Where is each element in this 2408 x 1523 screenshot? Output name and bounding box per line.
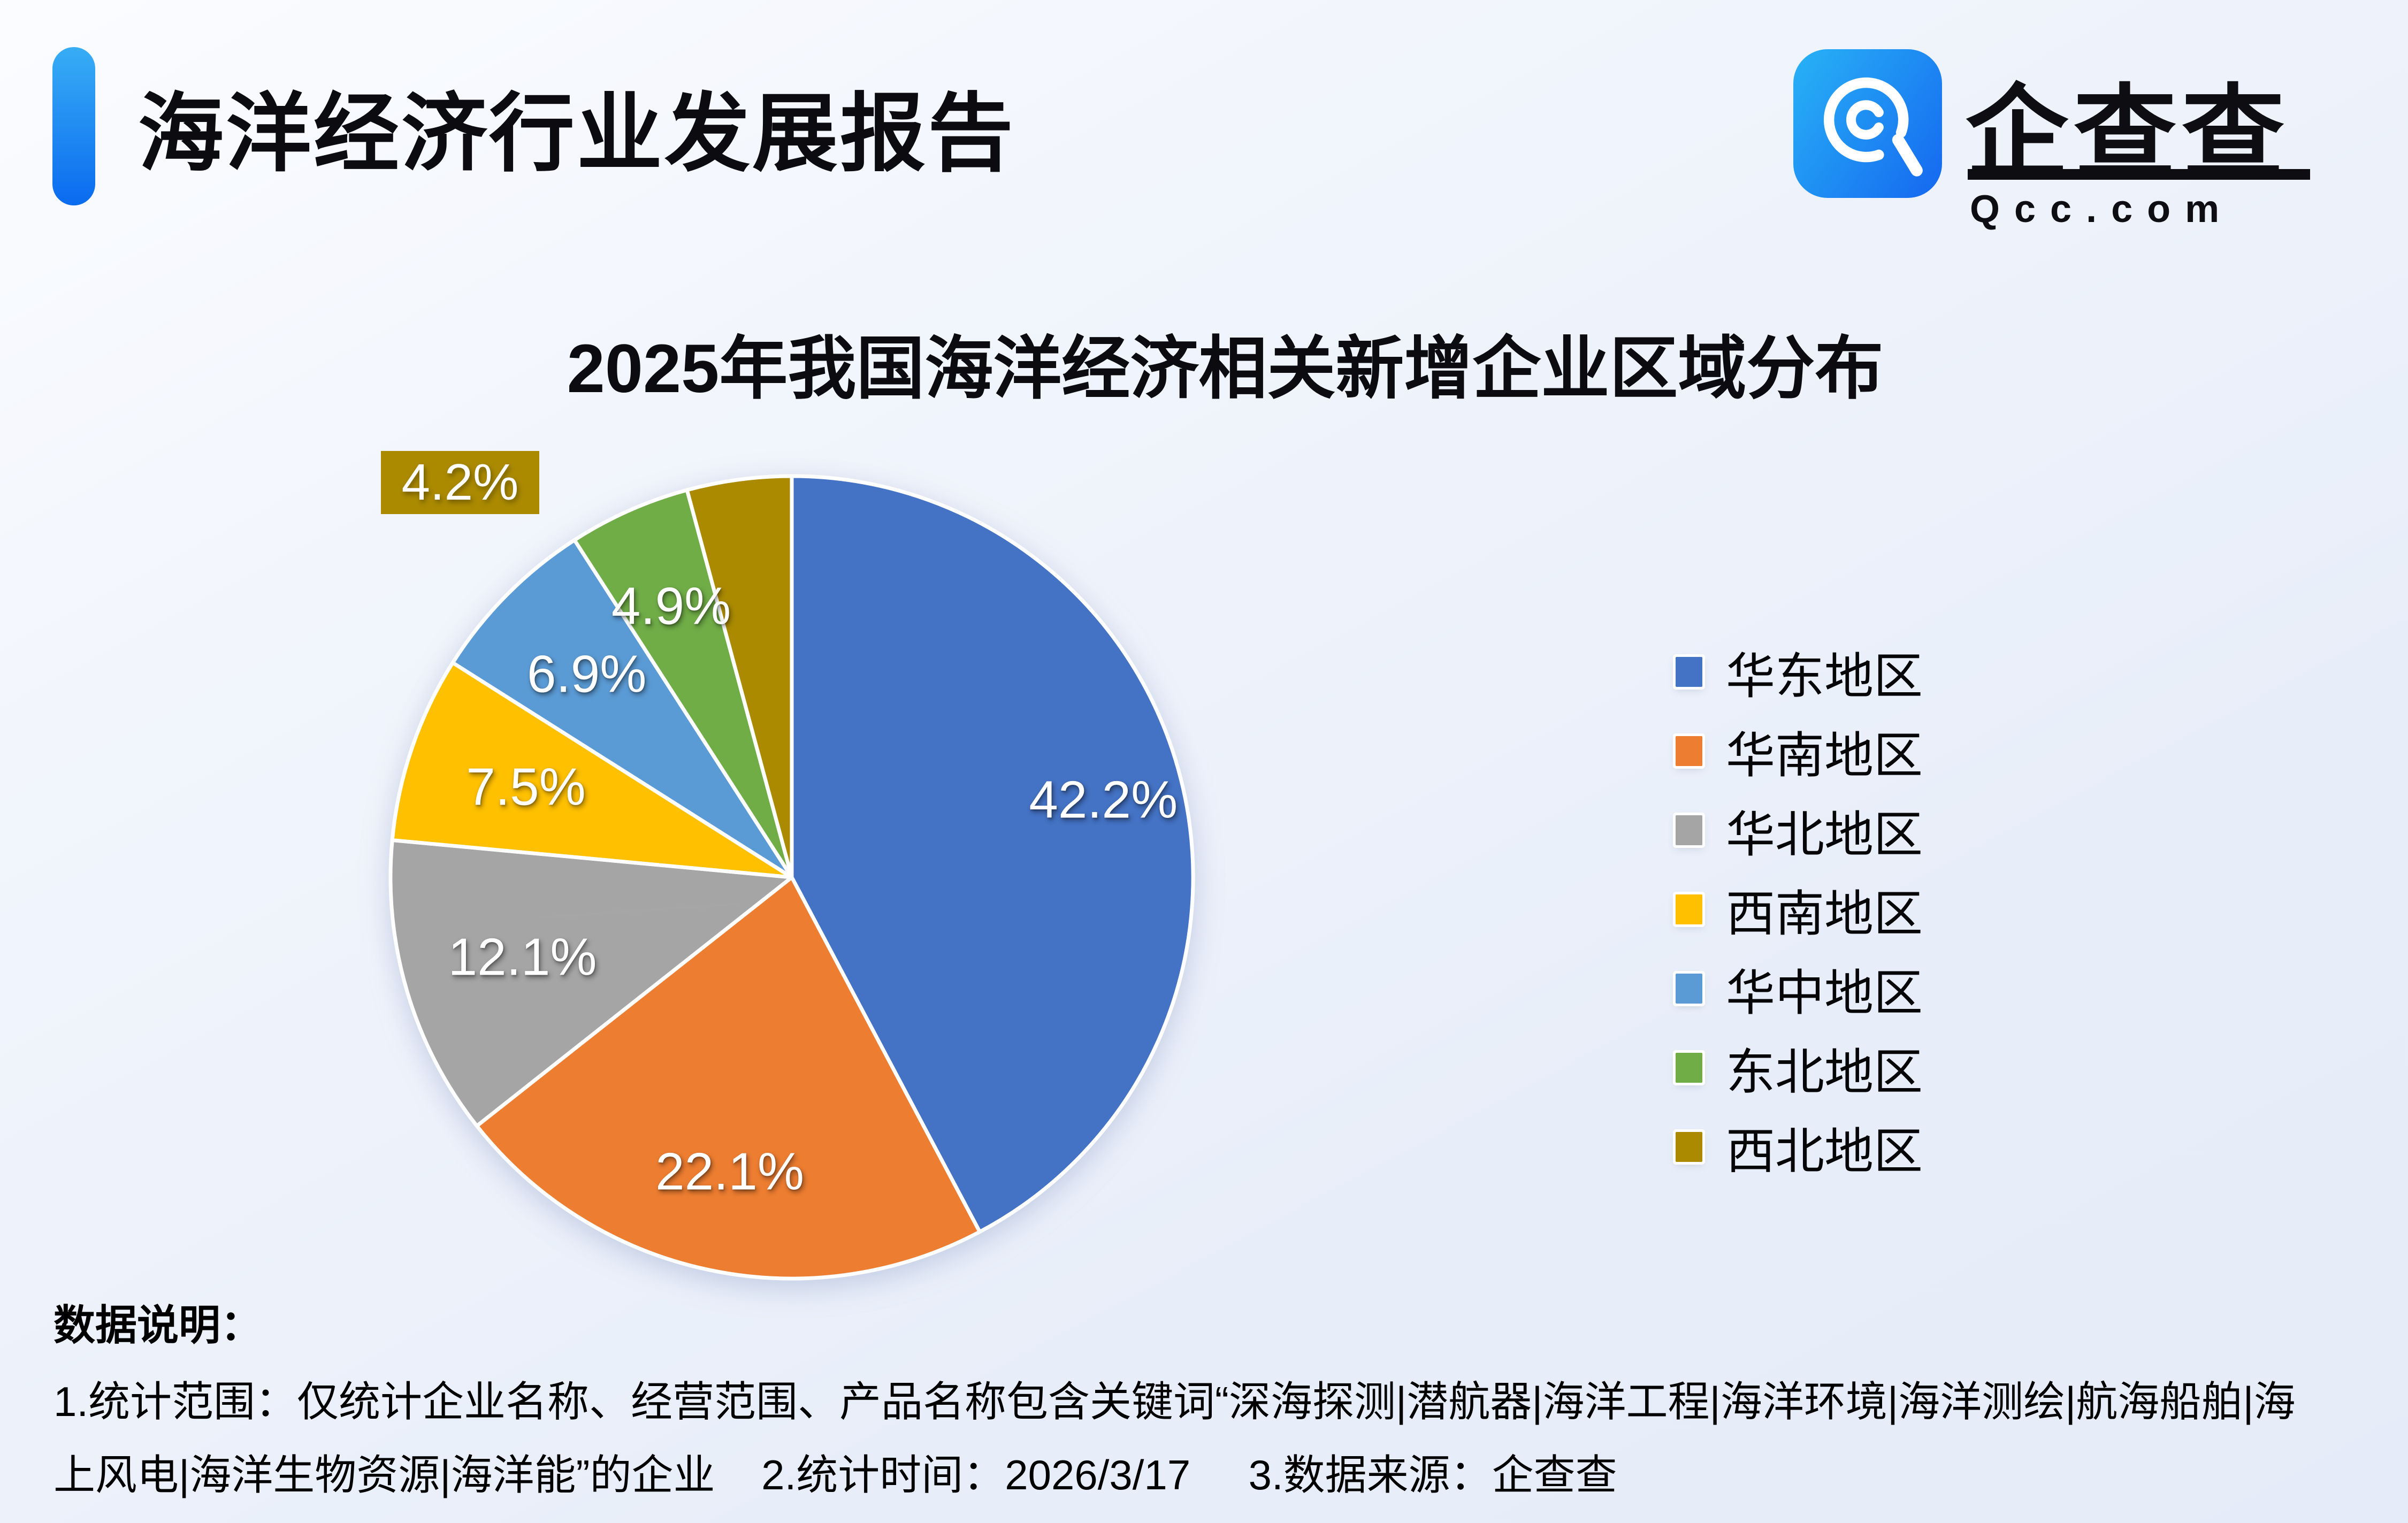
legend-label: 华中地区 <box>1726 966 1923 1021</box>
pie-label-华南地区: 22.1% <box>655 1142 805 1201</box>
pie-label-华北地区: 12.1% <box>448 927 597 986</box>
legend-item-华南地区: 华南地区 <box>1676 711 1923 791</box>
pie-slice-华南地区 <box>475 875 982 1281</box>
legend-label: 西南地区 <box>1726 886 1923 942</box>
legend-marker-icon <box>1676 657 1702 687</box>
legend-label: 华南地区 <box>1726 728 1923 783</box>
legend-label: 东北地区 <box>1726 1045 1923 1100</box>
legend-item-西北地区: 西北地区 <box>1676 1107 1923 1187</box>
legend-marker-icon <box>1676 974 1702 1004</box>
pie-label-西南地区: 7.5% <box>466 757 586 816</box>
legend-marker-icon <box>1676 736 1702 766</box>
qcc-domain-text: Qcc.com <box>1970 188 2234 231</box>
legend-marker-icon <box>1676 894 1702 924</box>
pie-slice-华中地区 <box>450 538 794 879</box>
legend-item-东北地区: 东北地区 <box>1676 1028 1923 1107</box>
callout-42-box: 4.2% <box>381 451 539 514</box>
legend-marker-icon <box>1676 815 1702 845</box>
qcc-icon <box>1793 49 1942 198</box>
notes-line-1: 1.统计范围：仅统计企业名称、经营范围、产品名称包含关键词“深海探测|潜航器|海… <box>53 1378 2296 1425</box>
pie-label-华东地区: 42.2% <box>1029 770 1178 829</box>
legend-label: 西北地区 <box>1726 1124 1923 1179</box>
legend-marker-icon <box>1676 1132 1702 1162</box>
chart-legend: 华东地区华南地区华北地区西南地区华中地区东北地区西北地区 <box>1676 632 1923 1187</box>
legend-item-华中地区: 华中地区 <box>1676 949 1923 1028</box>
notes-line-2: 上风电|海洋生物资源|海洋能”的企业 2.统计时间：2026/3/17 3.数据… <box>53 1451 1617 1498</box>
chart-title: 2025年我国海洋经济相关新增企业区域分布 <box>567 331 1884 407</box>
pie-slice-西南地区 <box>390 661 794 879</box>
pie-label-东北地区: 4.9% <box>611 576 731 636</box>
pie-slice-华东地区 <box>790 474 1195 1234</box>
pie-slices-group <box>388 474 1195 1281</box>
pie-slice-华北地区 <box>388 838 794 1128</box>
pie-chart <box>388 474 1195 1281</box>
legend-item-华东地区: 华东地区 <box>1676 632 1923 711</box>
callout-leader-line <box>539 902 738 919</box>
notes-heading: 数据说明： <box>53 1302 263 1349</box>
pie-slice-东北地区 <box>572 488 794 879</box>
title-accent-bar <box>52 47 95 205</box>
report-title: 海洋经济行业发展报告 <box>138 86 1016 181</box>
legend-item-华北地区: 华北地区 <box>1676 791 1923 870</box>
pie-label-华中地区: 6.9% <box>526 644 647 703</box>
qcc-logo: 企查查 Qcc.com <box>1793 49 2360 231</box>
legend-item-西南地区: 西南地区 <box>1676 870 1923 949</box>
pie-slice-西北地区 <box>685 474 794 879</box>
legend-label: 华东地区 <box>1726 649 1923 704</box>
pie-label-outside: 4.2% <box>401 454 519 511</box>
legend-marker-icon <box>1676 1053 1702 1083</box>
qcc-logo-underline <box>1968 169 2310 180</box>
legend-label: 华北地区 <box>1726 807 1923 862</box>
